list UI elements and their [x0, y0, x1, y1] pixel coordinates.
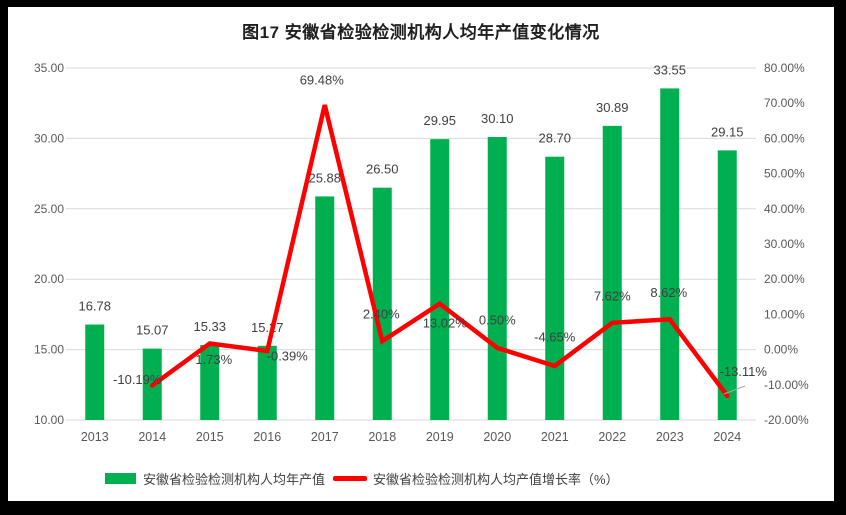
x-axis-label: 2020: [483, 430, 511, 444]
y-axis-tick-label-right: 60.00%: [764, 131, 805, 145]
y-axis-tick-label-left: 35.00: [34, 61, 64, 75]
bar-2016: [257, 345, 277, 420]
x-axis-label: 2019: [426, 430, 454, 444]
line-value-label: 7.62%: [594, 288, 631, 303]
chart-panel: 图17 安徽省检验检测机构人均年产值变化情况 10.00 15.00 20.00 25…: [8, 7, 834, 501]
bar-value-label: 30.10: [481, 111, 514, 126]
bar-2024: [717, 150, 737, 421]
x-axis-label: 2015: [196, 430, 224, 444]
bar-value-label: 16.78: [78, 299, 111, 314]
y-axis-tick-label-left: 15.00: [34, 343, 64, 357]
chart-title: 图17 安徽省检验检测机构人均年产值变化情况: [242, 23, 600, 42]
bar-2023: [660, 88, 680, 420]
y-axis-tick-label-left: 25.00: [34, 202, 64, 216]
legend-line-label: 安徽省检验检测机构人均产值增长率（%）: [373, 471, 619, 487]
line-value-label: -0.39%: [267, 348, 309, 363]
line-value-label: -10.19%: [113, 372, 162, 387]
chart-canvas: 10.00 15.00 20.00 25.00 30.00 35.00 -20.00% -10…: [34, 61, 809, 444]
line-value-label: 2.40%: [363, 307, 400, 322]
line-value-label: -13.11%: [720, 364, 768, 379]
x-axis-label: 2013: [81, 430, 109, 444]
y-axis-tick-label-right: 10.00%: [764, 307, 805, 321]
y-axis-tick-label-right: -20.00%: [764, 413, 809, 427]
bar-2015: [200, 344, 220, 420]
x-axis-label: 2022: [598, 430, 626, 444]
bar-value-label: 15.33: [193, 319, 226, 334]
line-value-label: 8.62%: [650, 285, 687, 300]
x-axis-label: 2017: [311, 430, 339, 444]
bar-value-label: 26.50: [366, 162, 399, 177]
y-axis-tick-label-left: 20.00: [34, 272, 64, 286]
bar-value-label: 29.95: [423, 113, 456, 128]
bar-2022: [602, 125, 622, 420]
x-axis-label: 2016: [253, 430, 281, 444]
y-axis-tick-label-right: 80.00%: [764, 61, 805, 75]
y-axis-tick-label-right: 70.00%: [764, 96, 805, 110]
growth-rate-line: [150, 104, 730, 398]
line-value-label: 13.02%: [423, 315, 468, 330]
line-value-label: 0.50%: [479, 312, 516, 327]
legend-line-swatch: [333, 475, 368, 481]
bar-value-label: 33.55: [653, 62, 686, 77]
bar-2017: [315, 196, 335, 420]
y-axis-tick-label-right: 30.00%: [764, 237, 805, 251]
y-axis-tick-label-right: 0.00%: [764, 343, 798, 357]
y-axis-tick-label-right: 50.00%: [764, 167, 805, 181]
y-axis-tick-label-left: 10.00: [34, 413, 64, 427]
bar-2018: [372, 187, 392, 420]
line-value-label: -4.65%: [534, 329, 576, 344]
x-axis-label: 2024: [713, 430, 741, 444]
bar-2020: [487, 136, 507, 420]
chart-legend: 安徽省检验检测机构人均年产值 安徽省检验检测机构人均产值增长率（%）: [105, 469, 619, 487]
legend-bar-label: 安徽省检验检测机构人均年产值: [143, 471, 326, 487]
y-axis-tick-label-right: -10.00%: [764, 378, 809, 392]
bar-2021: [545, 156, 565, 421]
x-axis-label: 2014: [138, 430, 166, 444]
legend-bar-swatch: [105, 472, 136, 484]
bar-value-label: 15.07: [136, 323, 169, 338]
y-axis-tick-label-right: 40.00%: [764, 202, 805, 216]
y-axis-tick-label-right: 20.00%: [764, 272, 805, 286]
bar-2019: [430, 139, 450, 420]
y-axis-tick-label-left: 30.00: [34, 131, 64, 145]
x-axis-label: 2023: [656, 430, 684, 444]
bar-value-label: 30.89: [596, 100, 629, 115]
bar-2013: [85, 324, 105, 420]
x-axis-label: 2018: [368, 430, 396, 444]
bar-value-label: 15.27: [251, 320, 284, 335]
line-value-label: 69.48%: [300, 73, 345, 88]
x-axis-label: 2021: [541, 430, 569, 444]
bar-value-label: 29.15: [711, 124, 744, 139]
label-leader-line: [723, 385, 746, 395]
bar-value-label: 25.88: [308, 170, 341, 185]
bar-value-label: 28.70: [538, 131, 571, 146]
line-value-label: 1.73%: [195, 352, 232, 367]
